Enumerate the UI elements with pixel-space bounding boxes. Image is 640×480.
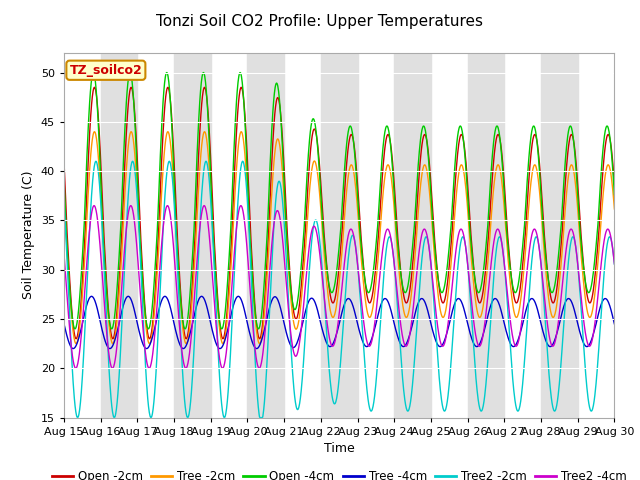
Line: Tree2 -4cm: Tree2 -4cm [64,205,614,368]
Bar [321,53,358,418]
Tree2 -2cm [244,215,252,220]
Tree2 -4cm [497,237,505,242]
Open -4cm [497,148,505,154]
Open -2cm [497,145,505,151]
Bar [394,53,431,418]
Text: Tonzi Soil CO2 Profile: Upper Temperatures: Tonzi Soil CO2 Profile: Upper Temperatur… [157,14,483,29]
Bar [174,53,211,418]
Open -4cm [90,70,97,75]
Line: Open -4cm: Open -4cm [64,72,614,329]
Open -4cm [170,168,178,173]
Tree2 -4cm [183,363,191,369]
Tree2 -2cm [497,237,505,243]
Open -2cm [611,181,618,187]
Tree2 -4cm [170,247,178,252]
Tree -4cm [183,340,191,346]
Open -2cm [60,158,68,164]
Tree -4cm [497,308,505,314]
Y-axis label: Soil Temperature (C): Soil Temperature (C) [22,171,35,300]
Tree2 -2cm [256,415,264,420]
Open -2cm [546,288,554,294]
Text: TZ_soilco2: TZ_soilco2 [70,64,142,77]
Tree -2cm [426,187,433,192]
Open -4cm [183,320,191,325]
X-axis label: Time: Time [324,442,355,455]
Open -2cm [244,179,252,184]
Open -2cm [169,137,177,143]
Tree -4cm [60,321,68,327]
Open -2cm [237,84,245,90]
Tree -2cm [169,172,177,178]
Tree -4cm [69,346,77,351]
Open -2cm [255,336,263,342]
Tree2 -4cm [426,247,433,252]
Open -4cm [426,167,433,172]
Tree -2cm [255,341,263,347]
Bar [100,53,138,418]
Tree2 -2cm [239,158,246,164]
Tree -4cm [88,293,95,299]
Tree2 -4cm [245,268,253,274]
Tree2 -4cm [611,261,618,266]
Open -4cm [611,192,618,198]
Line: Open -2cm: Open -2cm [64,87,614,339]
Legend: Open -2cm, Tree -2cm, Open -4cm, Tree -4cm, Tree2 -2cm, Tree2 -4cm: Open -2cm, Tree -2cm, Open -4cm, Tree -4… [47,466,632,480]
Bar [541,53,578,418]
Tree2 -2cm [169,183,177,189]
Tree -2cm [546,304,554,310]
Open -2cm [182,336,190,342]
Tree -2cm [182,341,190,347]
Tree2 -2cm [426,246,433,252]
Open -2cm [426,159,433,165]
Tree2 -4cm [72,365,80,371]
Tree -2cm [244,206,252,212]
Tree -2cm [60,190,68,196]
Bar [248,53,284,418]
Tree -4cm [546,344,554,349]
Tree -2cm [237,129,245,134]
Bar [468,53,504,418]
Open -4cm [546,285,554,290]
Tree -2cm [611,206,618,212]
Tree2 -2cm [546,380,554,386]
Tree2 -4cm [90,203,98,208]
Tree2 -2cm [611,262,618,267]
Tree2 -4cm [546,336,554,342]
Tree2 -2cm [60,199,68,204]
Tree -4cm [245,326,253,332]
Line: Tree -2cm: Tree -2cm [64,132,614,344]
Open -4cm [60,175,68,181]
Tree2 -2cm [182,412,190,418]
Line: Tree2 -2cm: Tree2 -2cm [64,161,614,418]
Line: Tree -4cm: Tree -4cm [64,296,614,348]
Tree -2cm [497,174,505,180]
Tree -4cm [426,314,433,320]
Tree -4cm [170,320,178,325]
Open -4cm [71,326,79,332]
Tree -4cm [611,321,618,327]
Tree2 -4cm [60,251,68,257]
Open -4cm [245,208,253,214]
